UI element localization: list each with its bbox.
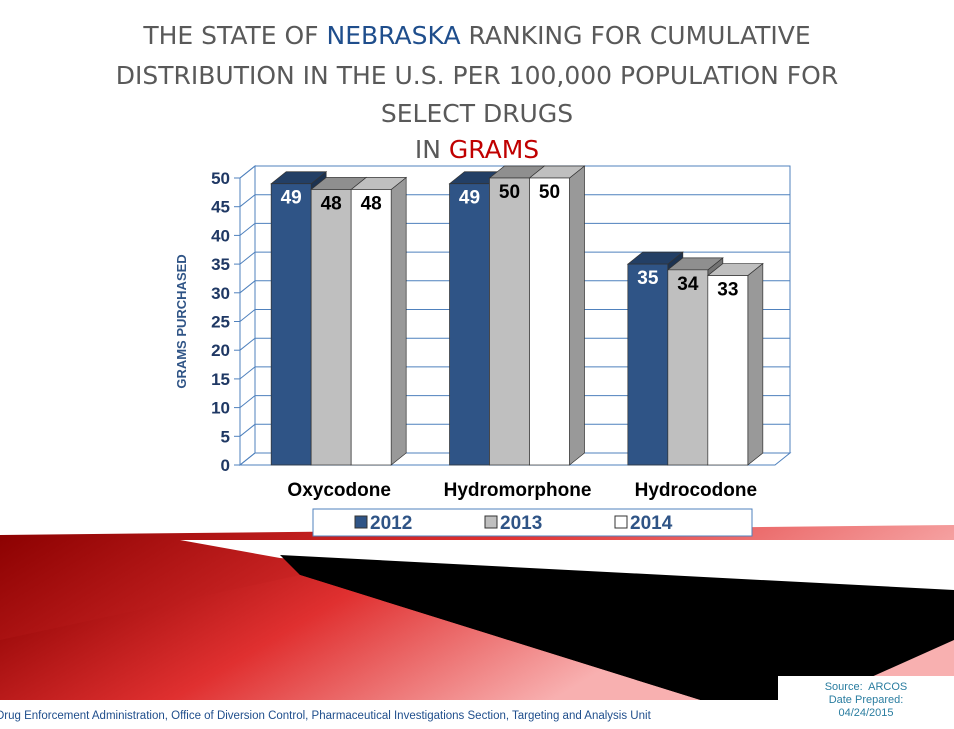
legend-label: 2013 bbox=[500, 513, 542, 534]
x-tick-label: Oxycodone bbox=[287, 480, 390, 501]
bar bbox=[450, 184, 490, 465]
bar bbox=[271, 184, 311, 465]
source: Source: ARCOS bbox=[825, 681, 908, 693]
title-segment: SELECT DRUGS bbox=[381, 99, 573, 128]
title-line: DISTRIBUTION IN THE U.S. PER 100,000 POP… bbox=[116, 61, 838, 90]
y-tick-label: 30 bbox=[211, 284, 230, 303]
title-segment: GRAMS bbox=[449, 135, 539, 164]
value-label: 33 bbox=[717, 280, 738, 301]
title-line: IN GRAMS bbox=[415, 135, 539, 164]
date-label: Date Prepared: bbox=[829, 694, 904, 706]
title-segment: IN bbox=[415, 135, 449, 164]
footer-text: Drug Enforcement Administration, Office … bbox=[0, 710, 652, 722]
value-label: 34 bbox=[677, 274, 699, 295]
x-tick-label: Hydromorphone bbox=[444, 480, 592, 501]
title-line: SELECT DRUGS bbox=[381, 99, 573, 128]
legend-swatch bbox=[615, 516, 627, 528]
value-label: 48 bbox=[361, 193, 382, 214]
value-label: 35 bbox=[637, 268, 659, 289]
bar bbox=[530, 178, 570, 465]
title-segment: THE STATE OF bbox=[142, 21, 326, 50]
y-tick-label: 45 bbox=[211, 198, 230, 217]
y-tick-label: 0 bbox=[221, 456, 230, 475]
x-tick-label: Hydrocodone bbox=[635, 480, 757, 501]
title-line: THE STATE OF NEBRASKA RANKING FOR CUMULA… bbox=[142, 21, 810, 50]
value-label: 50 bbox=[539, 182, 560, 203]
legend-swatch bbox=[355, 516, 367, 528]
bar-side bbox=[570, 166, 585, 465]
bar bbox=[628, 264, 668, 465]
value-label: 49 bbox=[281, 188, 302, 209]
bar bbox=[490, 178, 530, 465]
legend-swatch bbox=[485, 516, 497, 528]
bar bbox=[668, 270, 708, 465]
y-axis-label: GRAMS PURCHASED bbox=[174, 254, 189, 388]
value-label: 49 bbox=[459, 188, 480, 209]
bar-side bbox=[748, 264, 763, 465]
legend-label: 2012 bbox=[370, 513, 412, 534]
page: THE STATE OF NEBRASKA RANKING FOR CUMULA… bbox=[0, 0, 954, 724]
value-label: 48 bbox=[321, 193, 342, 214]
slide: THE STATE OF NEBRASKA RANKING FOR CUMULA… bbox=[0, 0, 954, 724]
bar bbox=[351, 189, 391, 465]
bar-side bbox=[391, 177, 406, 465]
bar bbox=[708, 276, 748, 465]
y-tick-label: 15 bbox=[211, 370, 230, 389]
y-tick-label: 40 bbox=[211, 226, 230, 245]
date: 04/24/2015 bbox=[838, 707, 893, 719]
title-segment: DISTRIBUTION IN THE U.S. PER 100,000 POP… bbox=[116, 61, 838, 90]
y-tick-label: 10 bbox=[211, 399, 230, 418]
y-tick-label: 25 bbox=[211, 313, 230, 332]
bar bbox=[311, 189, 351, 465]
value-label: 50 bbox=[499, 182, 520, 203]
y-tick-label: 5 bbox=[221, 427, 230, 446]
y-tick-label: 50 bbox=[211, 169, 230, 188]
title-segment: RANKING FOR CUMULATIVE bbox=[461, 21, 811, 50]
y-tick-label: 20 bbox=[211, 341, 230, 360]
title-segment: NEBRASKA bbox=[327, 21, 461, 50]
legend-label: 2014 bbox=[630, 513, 673, 534]
y-tick-label: 35 bbox=[211, 255, 230, 274]
